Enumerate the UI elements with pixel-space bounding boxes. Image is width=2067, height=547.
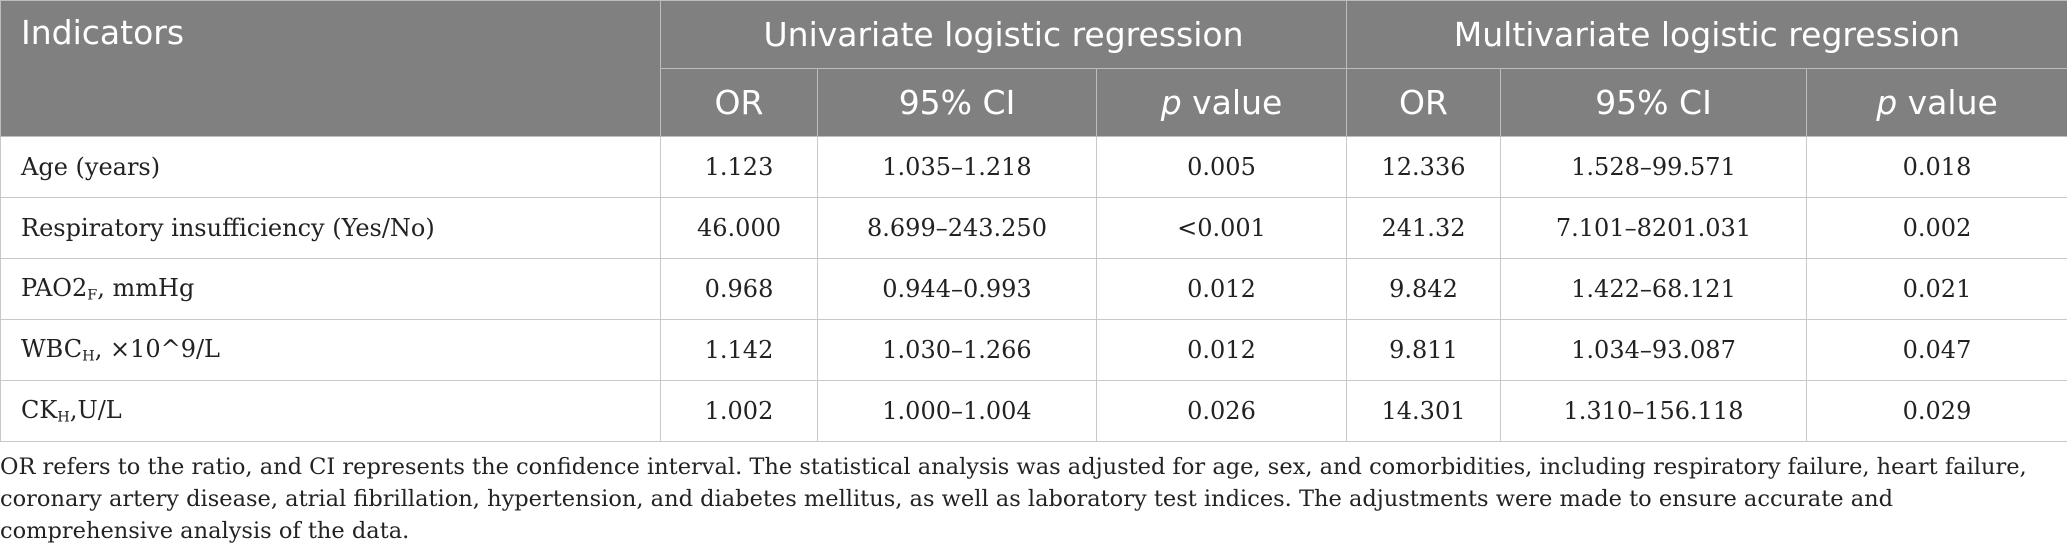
header-multivariate: Multivariate logistic regression — [1347, 1, 2067, 69]
cell-multivariate-p: 0.021 — [1807, 259, 2067, 320]
cell-univariate-or: 1.002 — [661, 381, 818, 442]
indicator-subscript: H — [57, 410, 70, 426]
regression-table: Indicators Univariate logistic regressio… — [0, 0, 2067, 442]
header-row-groups: Indicators Univariate logistic regressio… — [1, 1, 2067, 69]
cell-multivariate-p: 0.029 — [1807, 381, 2067, 442]
p-rest: value — [1182, 83, 1283, 122]
header-multivariate-p: p value — [1807, 69, 2067, 137]
row-indicator: Respiratory insufficiency (Yes/No) — [1, 198, 661, 259]
cell-multivariate-ci: 1.310–156.118 — [1501, 381, 1807, 442]
cell-univariate-ci: 8.699–243.250 — [818, 198, 1097, 259]
indicator-subscript: F — [87, 288, 97, 304]
indicator-name: CK — [21, 396, 57, 424]
cell-univariate-p: 0.012 — [1097, 259, 1347, 320]
table-footnote: OR refers to the ratio, and CI represent… — [0, 451, 2060, 547]
header-multivariate-ci: 95% CI — [1501, 69, 1807, 137]
indicator-unit: ,U/L — [70, 396, 122, 424]
header-univariate-or: OR — [661, 69, 818, 137]
header-univariate-p: p value — [1097, 69, 1347, 137]
cell-multivariate-ci: 1.528–99.571 — [1501, 137, 1807, 198]
cell-multivariate-ci: 1.034–93.087 — [1501, 320, 1807, 381]
p-italic: p — [1161, 83, 1182, 122]
cell-univariate-ci: 1.000–1.004 — [818, 381, 1097, 442]
indicator-unit: , mmHg — [97, 274, 194, 302]
cell-univariate-or: 1.123 — [661, 137, 818, 198]
cell-univariate-p: <0.001 — [1097, 198, 1347, 259]
table-row: Respiratory insufficiency (Yes/No) 46.000… — [1, 198, 2067, 259]
cell-univariate-p: 0.005 — [1097, 137, 1347, 198]
cell-multivariate-p: 0.047 — [1807, 320, 2067, 381]
cell-univariate-ci: 1.030–1.266 — [818, 320, 1097, 381]
indicator-name: WBC — [21, 335, 82, 363]
cell-multivariate-p: 0.018 — [1807, 137, 2067, 198]
indicator-unit: , ×10^9/L — [95, 335, 220, 363]
indicator-name: PAO2 — [21, 274, 87, 302]
cell-univariate-p: 0.012 — [1097, 320, 1347, 381]
row-indicator: WBCH, ×10^9/L — [1, 320, 661, 381]
cell-multivariate-or: 9.842 — [1347, 259, 1501, 320]
cell-multivariate-or: 241.32 — [1347, 198, 1501, 259]
cell-multivariate-ci: 7.101–8201.031 — [1501, 198, 1807, 259]
cell-univariate-ci: 0.944–0.993 — [818, 259, 1097, 320]
indicator-name: Age (years) — [21, 153, 160, 181]
row-indicator: CKH,U/L — [1, 381, 661, 442]
row-indicator: PAO2F, mmHg — [1, 259, 661, 320]
header-multivariate-or: OR — [1347, 69, 1501, 137]
p-rest: value — [1897, 83, 1998, 122]
p-italic: p — [1876, 83, 1897, 122]
cell-univariate-or: 0.968 — [661, 259, 818, 320]
cell-multivariate-or: 14.301 — [1347, 381, 1501, 442]
regression-table-container: Indicators Univariate logistic regressio… — [0, 0, 2067, 442]
cell-multivariate-or: 9.811 — [1347, 320, 1501, 381]
cell-univariate-ci: 1.035–1.218 — [818, 137, 1097, 198]
cell-multivariate-p: 0.002 — [1807, 198, 2067, 259]
cell-univariate-or: 1.142 — [661, 320, 818, 381]
header-univariate: Univariate logistic regression — [661, 1, 1347, 69]
header-indicators: Indicators — [1, 1, 661, 137]
header-univariate-ci: 95% CI — [818, 69, 1097, 137]
cell-univariate-p: 0.026 — [1097, 381, 1347, 442]
cell-multivariate-or: 12.336 — [1347, 137, 1501, 198]
cell-univariate-or: 46.000 — [661, 198, 818, 259]
indicator-subscript: H — [82, 349, 95, 365]
indicator-name: Respiratory insufficiency (Yes/No) — [21, 214, 435, 242]
row-indicator: Age (years) — [1, 137, 661, 198]
cell-multivariate-ci: 1.422–68.121 — [1501, 259, 1807, 320]
